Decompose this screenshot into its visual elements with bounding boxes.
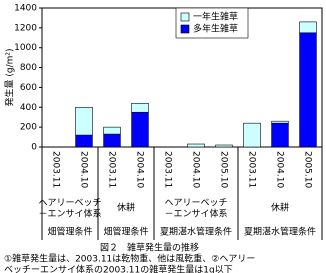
group-label: －エンサイ体系 bbox=[38, 208, 101, 220]
bar-segment bbox=[131, 111, 149, 148]
bar-segment bbox=[299, 32, 317, 148]
bar-segment bbox=[187, 143, 205, 148]
group-label: ヘアリーベッチ bbox=[164, 198, 227, 209]
legend-label: 多年生雑草 bbox=[193, 23, 238, 35]
bar-segment bbox=[271, 122, 289, 148]
group-condition: 畑管理条件 bbox=[47, 226, 92, 238]
x-tick-label: 2005.10 bbox=[219, 151, 229, 188]
legend-swatch bbox=[180, 24, 190, 34]
y-tick-label: 800 bbox=[20, 63, 37, 73]
y-tick-label: 400 bbox=[20, 103, 37, 113]
x-tick-label: 2004.10 bbox=[79, 151, 89, 188]
x-tick-label: 2004.10 bbox=[275, 151, 285, 188]
bar-segment bbox=[243, 122, 261, 148]
bar-segment bbox=[75, 106, 93, 136]
y-axis-label: 発生量 (g/m²) bbox=[4, 48, 16, 106]
note: ベッチーエンサイ体系の2003.11の雑草発生量は1g以下 bbox=[4, 264, 233, 273]
x-tick-label: 2005.10 bbox=[303, 151, 313, 188]
y-tick-label: 1000 bbox=[14, 43, 37, 53]
x-tick-label: 2003.11 bbox=[51, 151, 61, 188]
group-condition: 畑管理条件 bbox=[103, 226, 148, 238]
bar-segment bbox=[103, 126, 121, 135]
y-tick-label: 600 bbox=[20, 83, 37, 93]
y-tick-label: 0 bbox=[31, 143, 37, 153]
group-condition: 夏期湛水管理条件 bbox=[244, 226, 316, 238]
bar-segment bbox=[75, 134, 93, 148]
x-tick-label: 2003.11 bbox=[163, 151, 173, 188]
note: ①雑草発生量は、2003.11は乾物重、他は風乾重、②ヘアリー bbox=[4, 253, 255, 265]
bar-segment bbox=[131, 103, 149, 113]
legend-swatch bbox=[180, 12, 190, 22]
x-tick-label: 2004.10 bbox=[191, 151, 201, 188]
group-label: 休耕 bbox=[271, 202, 289, 214]
legend-label: 一年生雑草 bbox=[193, 11, 238, 23]
x-tick-label: 2003.11 bbox=[247, 151, 257, 188]
group-label: －エンサイ体系 bbox=[164, 208, 227, 220]
bar-segment bbox=[271, 120, 289, 124]
y-tick-label: 200 bbox=[20, 123, 37, 133]
y-tick-label: 1200 bbox=[14, 23, 37, 33]
x-tick-label: 2003.11 bbox=[107, 151, 117, 188]
y-tick-label: 1400 bbox=[14, 4, 37, 14]
bar-segment bbox=[299, 21, 317, 34]
x-tick-label: 2004.10 bbox=[135, 151, 145, 188]
chart-title: 図２ 雑草発生量の推移 bbox=[100, 242, 199, 254]
group-condition: 夏期湛水管理条件 bbox=[160, 226, 232, 238]
group-label: 休耕 bbox=[117, 202, 135, 214]
bar-segment bbox=[103, 133, 121, 148]
bar-segment bbox=[215, 144, 233, 148]
group-label: ヘアリーベッチ bbox=[38, 198, 101, 209]
